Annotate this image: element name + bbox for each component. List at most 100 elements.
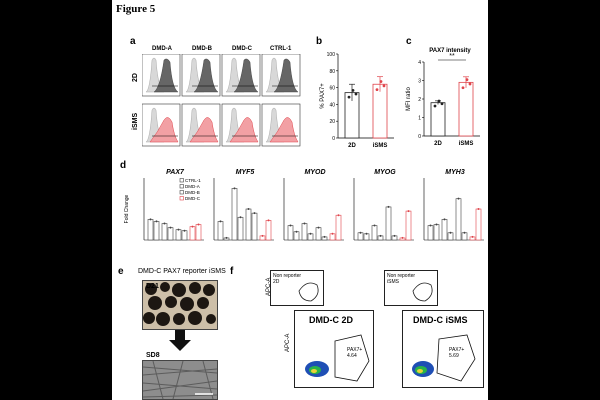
bar — [231, 188, 238, 241]
data-point — [461, 86, 465, 90]
y-tick-label: 60 — [329, 86, 335, 92]
data-point — [289, 224, 292, 227]
data-point — [183, 229, 186, 232]
data-point — [463, 231, 466, 234]
bar — [447, 232, 454, 241]
panel-label-d: d — [120, 160, 127, 171]
bar — [251, 212, 258, 241]
bar — [265, 220, 272, 241]
bar — [217, 221, 224, 241]
data-point — [433, 104, 437, 108]
y-tick-label: 3 — [418, 79, 421, 85]
bar — [458, 81, 474, 137]
data-point — [347, 95, 351, 99]
data-point — [387, 205, 390, 208]
data-point — [375, 88, 379, 92]
histogram-0-1 — [181, 54, 221, 97]
panel-a-histograms — [142, 54, 301, 147]
bar — [147, 219, 154, 241]
y-tick-label: 0 — [332, 136, 335, 142]
panel-label-e: e — [118, 266, 124, 277]
bar — [301, 223, 308, 241]
data-point — [393, 234, 396, 237]
down-arrow-icon — [169, 330, 191, 351]
panel-c-chart: 0 1 2 3 4 MFI ratio 2D iSMS PAX7 intensity** — [406, 48, 480, 147]
flow-nonreporter-isms: Non reporter iSMS — [384, 270, 438, 306]
legend-entry: DMD-A — [185, 184, 200, 189]
data-point — [401, 236, 404, 239]
bar — [315, 227, 322, 241]
panel-a-col-1: DMD-A — [152, 46, 172, 52]
data-point — [373, 224, 376, 227]
legend-swatch — [179, 178, 184, 183]
gene-title: MYOD — [305, 169, 326, 176]
data-point — [239, 216, 242, 219]
data-point — [317, 226, 320, 229]
flow-isms-gate-label: PAX7+ — [449, 347, 465, 353]
bar — [441, 219, 448, 241]
panel-a-col-4: CTRL-1 — [270, 46, 292, 52]
data-point — [295, 230, 298, 233]
figure-title: Figure 5 — [116, 3, 156, 15]
y-tick-label: 80 — [329, 69, 335, 75]
bar — [372, 83, 388, 139]
data-point — [354, 92, 358, 96]
panel-a-col-3: DMD-C — [232, 46, 252, 52]
bar — [433, 224, 440, 241]
histogram-sample-peak — [193, 58, 219, 93]
bar — [455, 198, 462, 241]
flow-2d-gate-value: 4.64 — [347, 353, 357, 359]
bar — [245, 208, 252, 241]
data-point — [471, 235, 474, 238]
x-tick-label: iSMS — [459, 141, 474, 147]
histogram-sample-peak — [153, 58, 179, 93]
data-point — [303, 222, 306, 225]
flow-isms-gate-value: 5.69 — [449, 353, 459, 359]
histogram-1-2 — [221, 103, 261, 147]
gene-title: MYH3 — [445, 169, 465, 176]
bar — [195, 224, 202, 241]
data-point — [169, 226, 172, 229]
histogram-sample-peak — [273, 58, 299, 93]
data-point — [351, 88, 355, 92]
legend-swatch — [179, 190, 184, 195]
gene-title: MYF5 — [236, 169, 255, 176]
data-point — [435, 223, 438, 226]
histogram-0-3 — [261, 54, 301, 97]
data-point — [457, 197, 460, 200]
data-point — [359, 231, 362, 234]
y-tick-label: 0 — [418, 134, 421, 140]
data-point — [379, 234, 382, 237]
panel-f-ylabel: APC-A — [285, 333, 291, 352]
legend-swatch — [179, 184, 184, 189]
data-point — [177, 228, 180, 231]
data-point — [191, 225, 194, 228]
y-tick-label: 20 — [329, 119, 335, 125]
data-point — [267, 219, 270, 222]
panel-a-col-2: DMD-B — [192, 46, 212, 52]
spheroids-image — [143, 282, 216, 326]
panel-e-sd8-label: SD8 — [146, 352, 160, 359]
data-point — [253, 212, 256, 215]
bar — [237, 216, 244, 241]
data-point — [465, 78, 469, 82]
flow-dmdc-2d: DMD-C 2D PAX7+ 4.64 — [294, 310, 374, 388]
x-tick-label: 2D — [434, 141, 442, 147]
data-point — [429, 224, 432, 227]
y-tick-label: 2 — [418, 97, 421, 103]
bar — [357, 232, 364, 241]
chart-c-title: PAX7 intensity — [429, 48, 471, 54]
data-point — [323, 235, 326, 238]
bar — [461, 232, 468, 241]
y-axis-label: % PAX7+ — [320, 83, 326, 109]
fiber-texture-image — [142, 360, 218, 400]
legend-entry: CTRL-1 — [185, 178, 201, 183]
bar — [371, 225, 378, 241]
bar — [385, 206, 392, 241]
data-point — [477, 208, 480, 210]
flow-dmdc-isms: DMD-C iSMS PAX7+ 5.69 — [402, 310, 484, 388]
gene-title: PAX7 — [166, 169, 185, 176]
panel-label-b: b — [316, 36, 323, 47]
data-point — [233, 187, 236, 190]
